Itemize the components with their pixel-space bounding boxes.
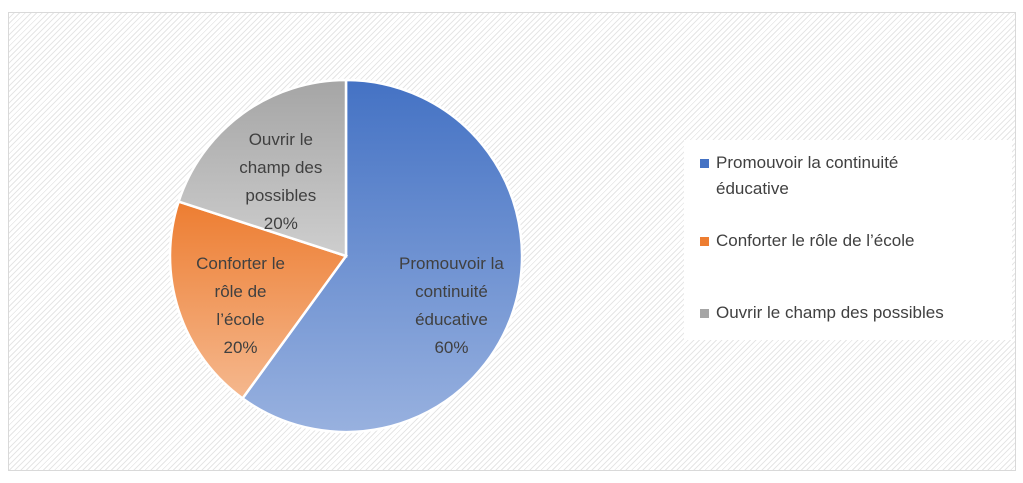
legend: Promouvoir la continuité éducative Confor… [684,140,1012,340]
data-label-category: Promouvoir la continuité éducative [399,254,504,330]
legend-swatch [700,237,709,246]
data-label-value: 60% [434,338,469,358]
legend-label: Promouvoir la continuité éducative [716,153,899,198]
pie-slice [168,200,349,401]
pie-slice [240,78,524,434]
legend-label: Ouvrir le champ des possibles [716,303,944,322]
data-label: Promouvoir la continuité éducative 60% [389,250,514,362]
data-label-category: Conforter le rôle de l’école [196,254,285,330]
legend-item: Promouvoir la continuité éducative [700,150,956,202]
legend-label: Conforter le rôle de l’école [716,231,915,250]
legend-swatch [700,309,709,318]
legend-item: Ouvrir le champ des possibles [700,300,1016,326]
legend-swatch [700,159,709,168]
data-label-value: 20% [263,214,298,234]
pie-slice [177,78,348,258]
data-label-category: Ouvrir le champ des possibles [239,130,323,206]
data-label-value: 20% [223,338,258,358]
data-label: Conforter le rôle de l’école 20% [195,250,287,362]
data-label: Ouvrir le champ des possibles 20% [235,126,327,238]
legend-item: Conforter le rôle de l’école [700,228,1016,254]
